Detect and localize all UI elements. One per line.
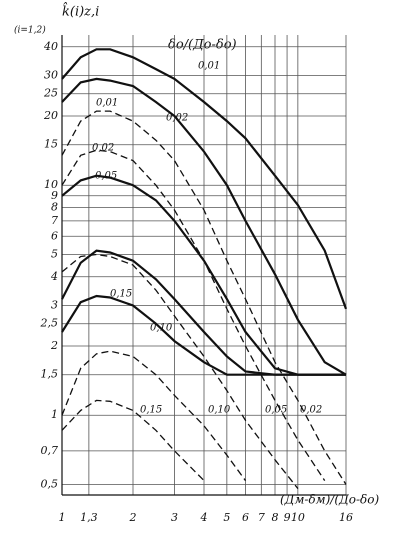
y-tick-label: 0,5 <box>41 477 59 490</box>
curve-label: 0,01 <box>198 61 220 72</box>
curve-label: 0,05 <box>95 171 117 182</box>
y-tick-label: 2,5 <box>40 317 59 330</box>
curve <box>61 110 347 485</box>
y-tick-label: 10 <box>44 178 58 191</box>
y-tick-label: 1 <box>51 408 58 421</box>
x-tick-label: 3 <box>171 511 178 524</box>
x-tick-label: 10 <box>291 511 305 524</box>
annotation: 0,02 <box>300 405 322 416</box>
y-axis-label: k̂(i)z,i <box>62 2 99 20</box>
curve-label: 0,15 <box>110 289 132 300</box>
y-tick-label: 30 <box>44 69 58 82</box>
y-tick-label: 25 <box>43 87 58 100</box>
curve-label: 0,02 <box>92 143 114 154</box>
y-tick-label: 9 <box>51 189 58 202</box>
curve <box>61 48 348 310</box>
curve <box>61 253 299 490</box>
x-tick-label: 7 <box>258 511 265 524</box>
y-tick-label: 5 <box>51 247 58 260</box>
x-tick-label: 5 <box>223 511 230 524</box>
curve-label: 0,10 <box>208 405 231 416</box>
y-tick-label: 20 <box>43 109 58 122</box>
x-tick-label: 2 <box>129 511 137 524</box>
curve-label: 0,01 <box>96 98 118 109</box>
x-tick-label: 6 <box>242 511 249 524</box>
x-axis-label: (Дм-δм)/(До-δо) <box>280 493 380 507</box>
curve <box>61 294 346 376</box>
x-tick-label: 1 <box>59 511 66 524</box>
curve <box>61 149 326 481</box>
curve <box>61 77 347 376</box>
x-tick-label: 16 <box>339 511 353 524</box>
y-tick-label: 40 <box>43 40 58 53</box>
curve-label: 0,05 <box>265 405 287 416</box>
curve <box>61 350 247 481</box>
y-tick-label: 2 <box>50 339 58 352</box>
curve <box>61 399 205 482</box>
x-tick-label: 4 <box>200 511 208 524</box>
y-tick-label: 4 <box>50 270 58 283</box>
y-tick-label: 0,7 <box>41 444 59 457</box>
x-tick-label: 9 <box>284 511 291 524</box>
y-tick-label: 6 <box>51 229 58 242</box>
x-tick-label: 8 <box>272 511 279 524</box>
curve-label: 0,15 <box>140 405 162 416</box>
y-tick-label: 15 <box>44 138 58 151</box>
x-tick-label: 1,3 <box>80 511 98 524</box>
y-tick-label: 3 <box>51 299 58 312</box>
y-tick-label: 8 <box>51 201 58 214</box>
y-axis-sublabel: (i=1,2) <box>14 25 46 36</box>
y-tick-label: 1,5 <box>41 368 59 381</box>
y-tick-label: 7 <box>51 214 58 227</box>
series-header: δо/(До-δо) <box>168 38 237 53</box>
curve-label: 0,02 <box>166 113 188 124</box>
